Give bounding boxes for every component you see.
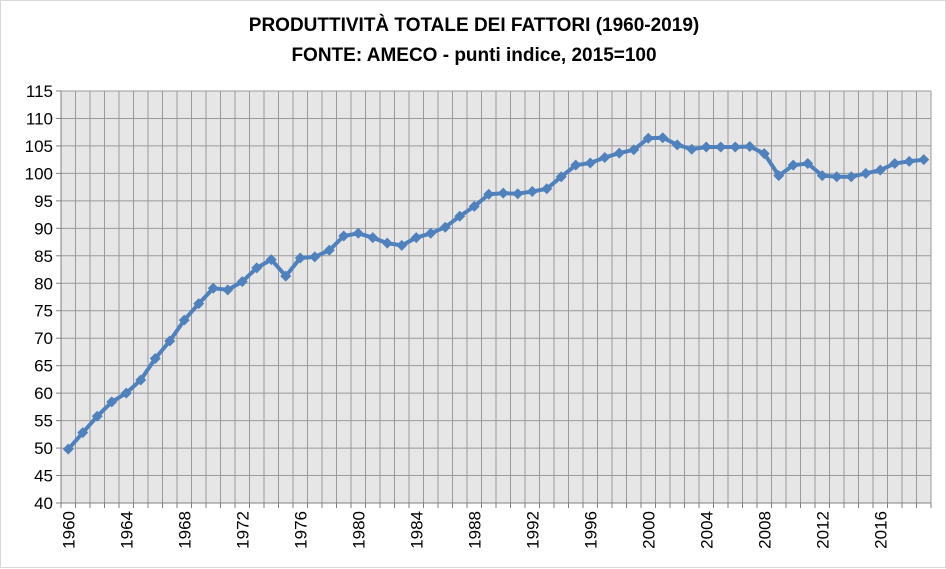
- y-tick-label: 110: [26, 109, 53, 128]
- data-point: [439, 221, 451, 233]
- data-point: [787, 159, 799, 171]
- data-point: [671, 139, 683, 151]
- y-tick-label: 95: [34, 192, 53, 211]
- data-point: [642, 132, 654, 144]
- x-tick-label: 1976: [291, 511, 310, 549]
- x-tick-label: 1964: [117, 511, 136, 549]
- data-point: [802, 158, 814, 170]
- data-point: [193, 298, 205, 310]
- y-tick-label: 55: [34, 412, 53, 431]
- data-point: [251, 262, 263, 274]
- data-point: [845, 171, 857, 183]
- data-point: [628, 144, 640, 156]
- y-tick-label: 115: [26, 82, 53, 101]
- x-tick-label: 2000: [639, 511, 658, 549]
- y-tick-label: 105: [25, 137, 53, 156]
- y-tick-label: 65: [34, 357, 53, 376]
- x-tick-label: 2016: [871, 511, 890, 549]
- data-point: [149, 353, 161, 365]
- data-point: [526, 186, 538, 198]
- x-tick-label: 1988: [465, 511, 484, 549]
- y-tick-label: 90: [34, 219, 53, 238]
- x-tick-label: 1984: [407, 511, 426, 549]
- data-point: [715, 141, 727, 153]
- data-point: [280, 270, 292, 282]
- data-point: [918, 154, 930, 166]
- y-tick-label: 75: [34, 302, 53, 321]
- data-point: [454, 210, 466, 222]
- data-point: [352, 227, 364, 239]
- data-point: [483, 188, 495, 200]
- data-point: [425, 227, 437, 239]
- chart-subtitle: FONTE: AMECO - punti indice, 2015=100: [291, 45, 657, 66]
- x-tick-label: 1960: [59, 511, 78, 549]
- data-point: [396, 239, 408, 251]
- y-tick-label: 40: [34, 494, 53, 513]
- data-point: [541, 183, 553, 195]
- data-point: [816, 170, 828, 182]
- x-tick-label: 2004: [697, 511, 716, 549]
- data-point: [729, 141, 741, 153]
- x-tick-label: 1968: [175, 511, 194, 549]
- data-point: [294, 252, 306, 264]
- data-point: [338, 230, 350, 242]
- data-point: [77, 427, 89, 439]
- data-point: [613, 147, 625, 159]
- data-point: [599, 151, 611, 163]
- y-tick-label: 80: [34, 274, 53, 293]
- x-tick-label: 1992: [523, 511, 542, 549]
- x-tick-label: 1980: [349, 511, 368, 549]
- data-point: [222, 284, 234, 296]
- chart-title: PRODUTTIVITÀ TOTALE DEI FATTORI (1960-20…: [248, 15, 700, 36]
- data-point: [903, 155, 915, 167]
- data-point: [468, 200, 480, 212]
- data-point: [410, 232, 422, 244]
- data-point: [91, 410, 103, 422]
- data-point: [367, 232, 379, 244]
- y-tick-label: 50: [34, 439, 53, 458]
- data-point: [207, 282, 219, 294]
- data-point: [555, 171, 567, 183]
- data-point: [323, 244, 335, 256]
- data-point: [106, 396, 118, 408]
- x-tick-label: 2012: [813, 511, 832, 549]
- data-point: [584, 157, 596, 169]
- data-point: [889, 158, 901, 170]
- y-tick-label: 85: [34, 247, 53, 266]
- data-point: [120, 387, 132, 399]
- data-point: [773, 170, 785, 182]
- data-point: [860, 167, 872, 179]
- data-point: [135, 374, 147, 386]
- data-point: [758, 148, 770, 160]
- y-tick-label: 45: [34, 467, 53, 486]
- y-tick-label: 60: [34, 384, 53, 403]
- y-tick-label: 70: [34, 329, 53, 348]
- data-point: [657, 132, 669, 144]
- x-tick-label: 2008: [755, 511, 774, 549]
- data-point: [570, 159, 582, 171]
- y-tick-label: 100: [25, 164, 53, 183]
- x-tick-label: 1996: [581, 511, 600, 549]
- data-point: [309, 251, 321, 263]
- data-point: [236, 276, 248, 288]
- data-point: [497, 187, 509, 199]
- data-point: [178, 314, 190, 326]
- data-point: [62, 443, 74, 455]
- data-point: [874, 164, 886, 176]
- x-tick-label: 1972: [233, 511, 252, 549]
- data-point: [512, 188, 524, 200]
- data-point: [686, 143, 698, 155]
- data-point: [700, 141, 712, 153]
- data-point: [831, 171, 843, 183]
- data-point: [164, 335, 176, 347]
- data-point: [744, 140, 756, 152]
- data-point: [381, 237, 393, 249]
